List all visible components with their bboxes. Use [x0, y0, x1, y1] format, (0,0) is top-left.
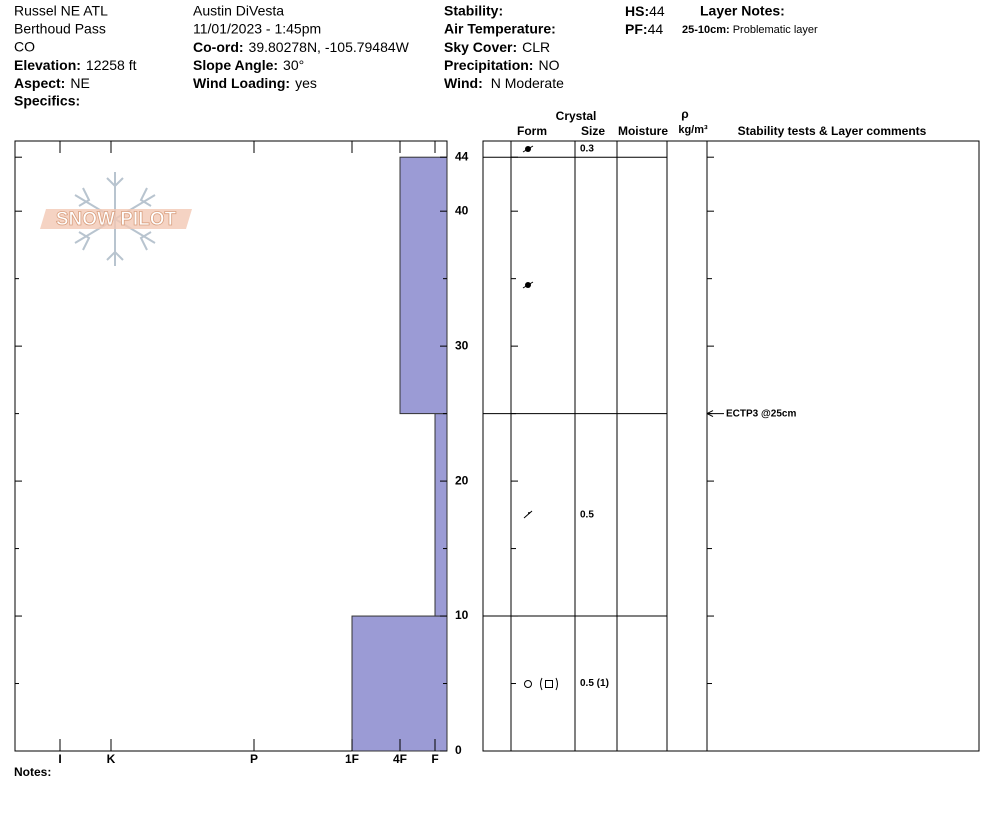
hardness-bar: [434, 413, 448, 617]
y-tick-label: 0: [455, 743, 462, 757]
wind-loading: Wind Loading: yes: [193, 75, 317, 91]
col-density-symbol: ρ: [681, 107, 688, 121]
test-arrowhead: [706, 410, 714, 418]
hs: HS:44: [625, 3, 665, 19]
hardness-bar: [351, 615, 448, 752]
x-tick-label: I: [58, 752, 61, 766]
col-moisture: Moisture: [618, 124, 668, 138]
observer: Austin DiVesta: [193, 3, 284, 19]
y-tick-label: 20: [455, 473, 469, 487]
col-crystal: Crystal: [556, 109, 597, 123]
notes-label: Notes:: [14, 765, 51, 779]
hardness-bar: [399, 156, 448, 415]
wind: Wind: N Moderate: [444, 75, 564, 91]
logo: SNOW PILOT: [40, 172, 192, 266]
coord: Co-ord: 39.80278N, -105.79484W: [193, 39, 410, 55]
column-lines: [510, 141, 708, 751]
elevation: Elevation: 12258 ft: [14, 57, 137, 73]
air-temp: Air Temperature:: [444, 21, 556, 37]
sky-cover: Sky Cover: CLR: [444, 39, 550, 55]
slope: Slope Angle: 30°: [193, 57, 304, 73]
state: CO: [14, 39, 35, 55]
x-tick-label: 1F: [345, 752, 359, 766]
test-label: ECTP3 @25cm: [726, 408, 796, 419]
col-size: Size: [581, 124, 605, 138]
x-tick-label: P: [250, 752, 258, 766]
col-comments: Stability tests & Layer comments: [738, 124, 927, 138]
area: Berthoud Pass: [14, 21, 106, 37]
y-tick-label: 44: [455, 149, 469, 163]
y-tick-label: 10: [455, 608, 469, 622]
crystal-size: 0.5 (1): [580, 678, 609, 689]
stability: Stability:: [444, 3, 503, 19]
layer-notes-label: Layer Notes:: [700, 3, 785, 19]
y-tick-label: 30: [455, 338, 469, 352]
surface-size: 0.3: [580, 144, 594, 155]
col-density-unit: kg/m³: [678, 124, 708, 136]
col-form: Form: [517, 124, 547, 138]
x-tick-label: 4F: [393, 752, 407, 766]
profile-frame: [482, 140, 980, 752]
precipitation: Precipitation: NO: [444, 57, 560, 73]
aspect: Aspect: NE: [14, 75, 90, 91]
location: Russel NE ATL: [14, 3, 108, 19]
header: Russel NE ATL Berthoud Pass CO Elevation…: [14, 3, 818, 109]
logo-text: SNOW PILOT: [56, 209, 177, 230]
x-tick-label: K: [107, 752, 116, 766]
form-symbols: [522, 145, 558, 691]
crystal-size: 0.5: [580, 509, 594, 520]
layer-note: 25-10cm: Problematic layer: [682, 24, 818, 36]
datetime: 11/01/2023 - 1:45pm: [193, 21, 321, 37]
specifics: Specifics:: [14, 93, 80, 109]
pf: PF:44: [625, 21, 663, 37]
x-tick-label: F: [431, 752, 438, 766]
y-tick-label: 40: [455, 203, 469, 217]
